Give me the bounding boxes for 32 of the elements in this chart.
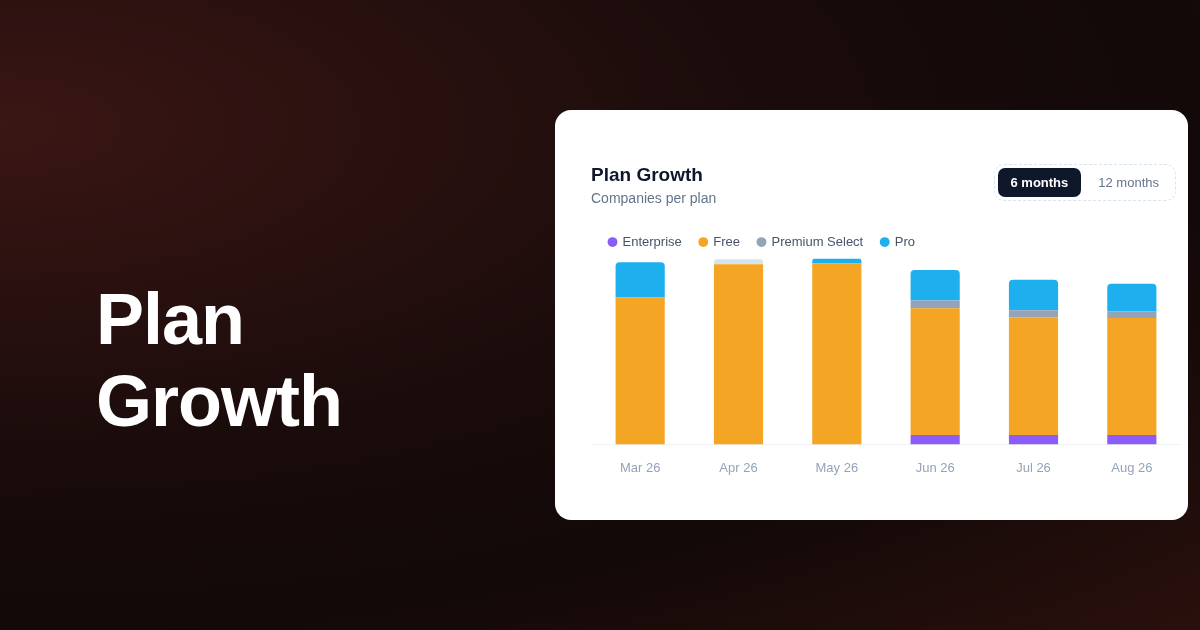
bar xyxy=(1107,283,1157,312)
bar xyxy=(1008,435,1059,445)
text: 12 months xyxy=(1097,174,1160,192)
bar xyxy=(1107,311,1157,319)
bar xyxy=(812,263,862,445)
legend-label: Enterprise xyxy=(622,233,682,249)
x-tick-label: Jul 26 xyxy=(1016,459,1051,475)
bar xyxy=(713,259,764,265)
bar xyxy=(1008,279,1059,311)
bar xyxy=(1008,310,1059,318)
bar xyxy=(910,269,960,301)
chart-title: Plan Growth xyxy=(591,163,703,185)
bar xyxy=(1107,435,1157,445)
legend-label: Pro xyxy=(894,233,915,249)
bar xyxy=(615,297,665,445)
x-tick-label: May 26 xyxy=(815,459,859,475)
chart-subtitle: Companies per plan xyxy=(591,190,717,207)
bar xyxy=(615,262,665,298)
legend-label: Premium Select xyxy=(771,233,864,249)
text: 6 months xyxy=(997,168,1082,197)
bar xyxy=(910,300,960,309)
legend-label: Free xyxy=(713,233,740,249)
bar xyxy=(910,308,960,436)
x-tick-label: Apr 26 xyxy=(719,459,758,475)
x-tick-label: Jun 26 xyxy=(915,459,955,475)
text: Plan Growth xyxy=(96,278,343,442)
x-tick-label: Mar 26 xyxy=(619,459,661,475)
bar xyxy=(910,435,960,445)
bar xyxy=(1107,318,1157,436)
bar xyxy=(1008,317,1059,436)
bar xyxy=(713,264,764,445)
x-tick-label: Aug 26 xyxy=(1111,459,1153,475)
